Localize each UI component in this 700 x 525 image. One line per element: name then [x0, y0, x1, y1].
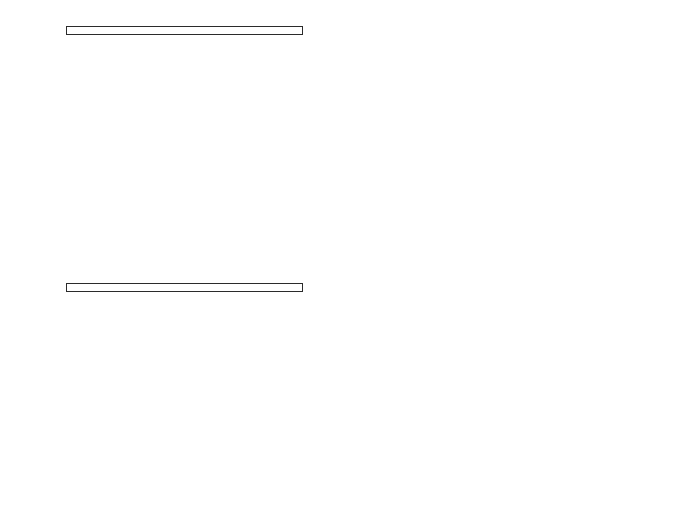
subplot-b-legend [66, 283, 303, 292]
subplot-b-ylabel [6, 305, 22, 445]
subplot-a-legend [66, 26, 303, 35]
subplot-a-ylabel [6, 52, 22, 192]
